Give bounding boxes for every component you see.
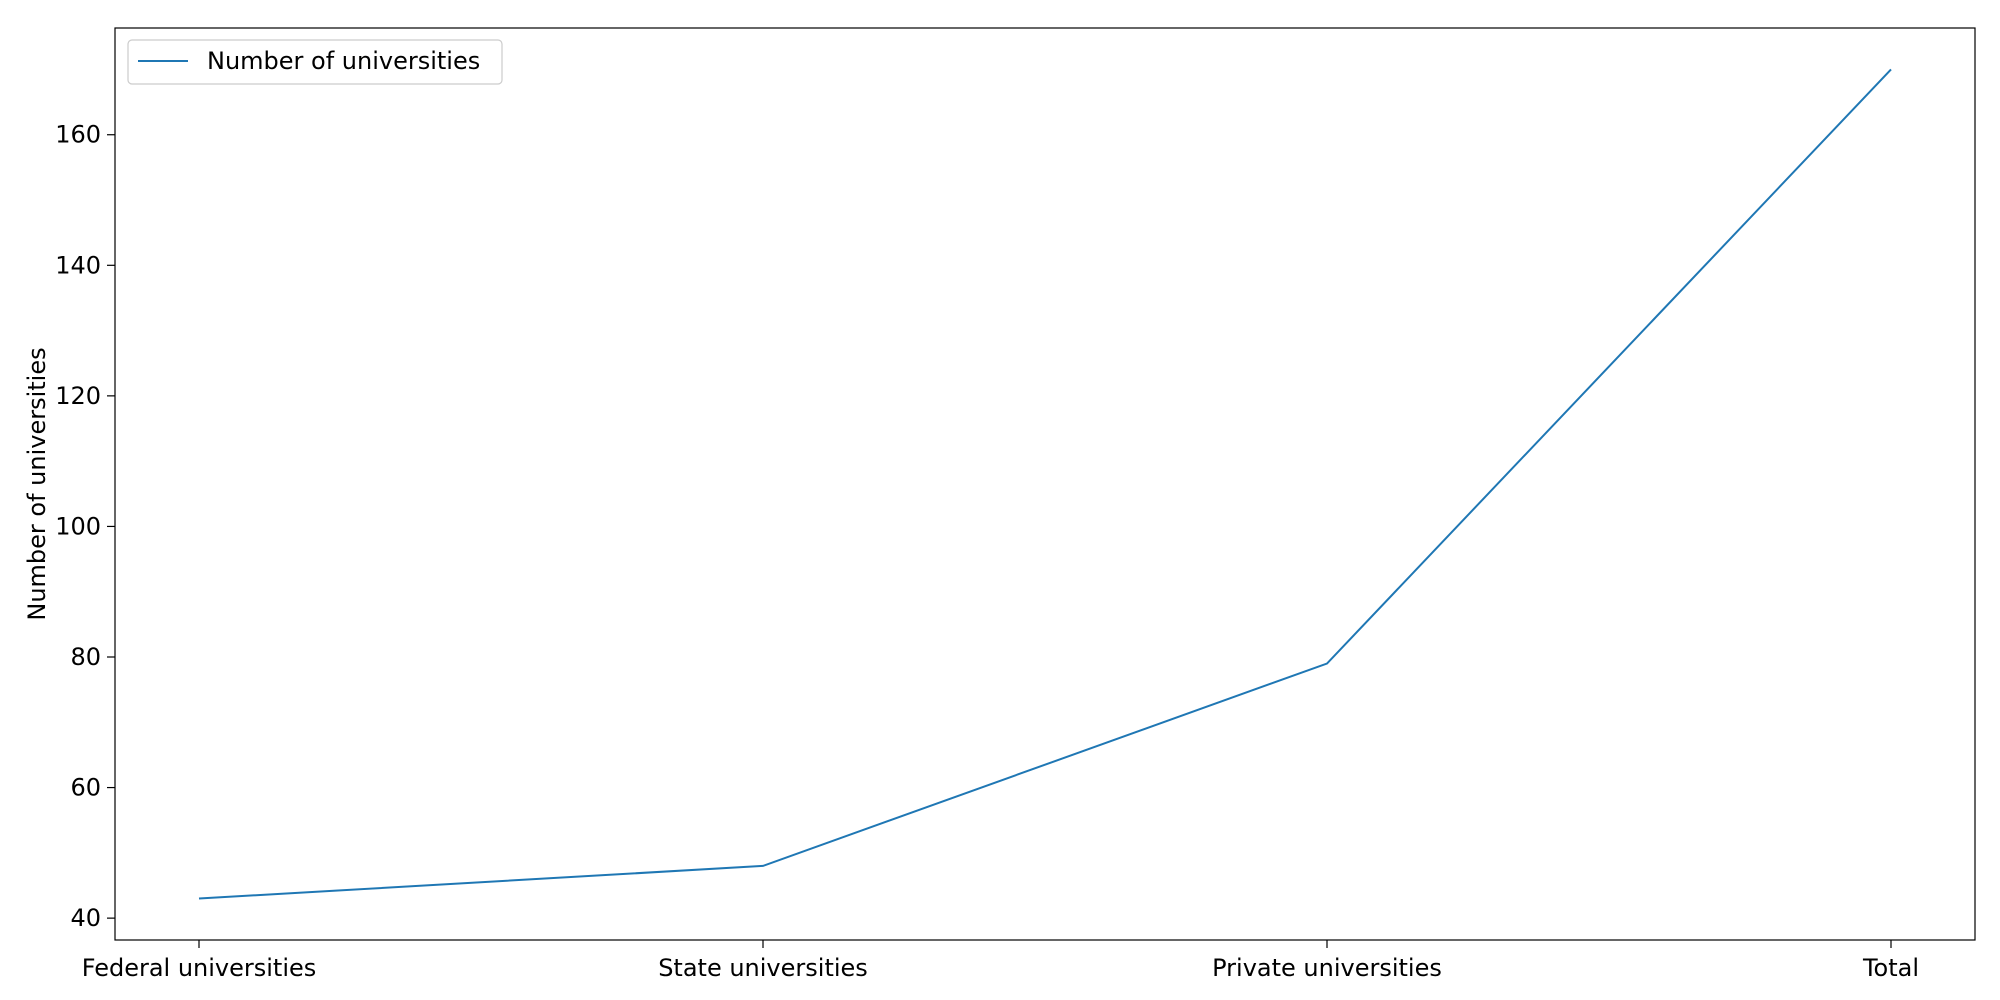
series-layer bbox=[198, 68, 1892, 900]
series-line bbox=[198, 68, 1892, 900]
x-tick-label: Private universities bbox=[1212, 954, 1442, 982]
x-axis: Federal universities State universities Pr… bbox=[82, 940, 1919, 982]
x-tick-label: Total bbox=[1862, 954, 1919, 982]
y-tick-label: 160 bbox=[55, 121, 101, 149]
y-tick-label: 140 bbox=[55, 251, 101, 279]
x-tick-label: Federal universities bbox=[82, 954, 317, 982]
x-tick-label: State universities bbox=[658, 954, 868, 982]
legend: Number of universities bbox=[127, 39, 503, 85]
legend-label: Number of universities bbox=[207, 47, 480, 75]
y-tick-label: 40 bbox=[70, 904, 101, 932]
y-tick-label: 100 bbox=[55, 512, 101, 540]
y-axis-label: Number of universities bbox=[23, 347, 51, 620]
y-axis: 40 60 80 100 120 140 160 bbox=[55, 121, 115, 932]
y-tick-label: 60 bbox=[70, 774, 101, 802]
plot-area-frame bbox=[114, 27, 1976, 941]
y-tick-label: 80 bbox=[70, 643, 101, 671]
legend-box bbox=[127, 39, 503, 85]
y-tick-label: 120 bbox=[55, 382, 101, 410]
